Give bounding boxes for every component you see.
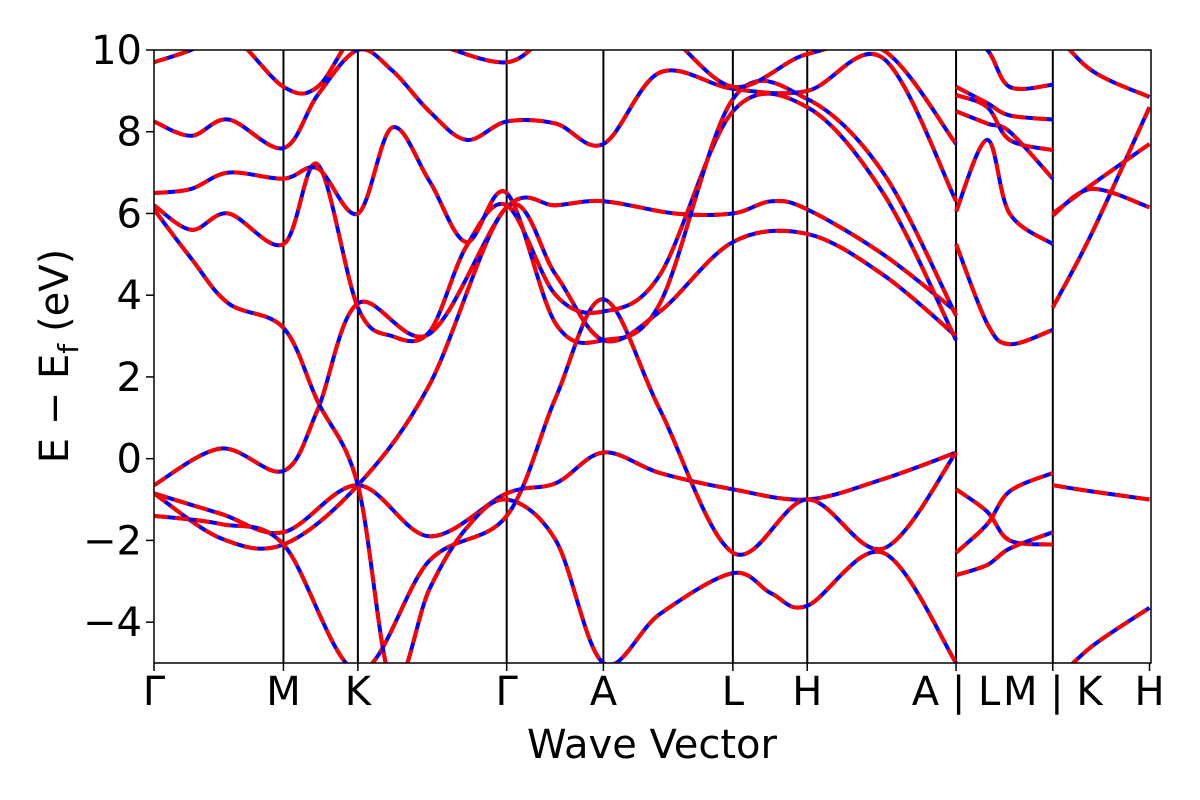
band-line-red (1070, 606, 1151, 663)
y-tick-label: 4 (117, 273, 142, 319)
plot-frame (153, 49, 1152, 664)
band-line-red (154, 208, 958, 663)
x-tick-label: H (792, 669, 822, 715)
y-tick-label: 8 (117, 110, 142, 156)
band-lines (154, 50, 1151, 663)
band-line-red (154, 91, 958, 344)
x-tick-label: Γ (143, 669, 166, 715)
y-tick-label: 0 (117, 437, 142, 483)
band-line-blue (954, 137, 1054, 246)
y-axis-title-subscript: f (52, 343, 85, 354)
x-tick-label: A (590, 669, 618, 715)
band-line-red (1052, 483, 1150, 502)
x-tick-label: K (345, 669, 373, 715)
band-line-red (154, 202, 958, 551)
band-line-red (154, 78, 958, 345)
y-tick-label: −2 (83, 518, 142, 564)
x-tick-label: A | L (912, 669, 1001, 715)
x-tick-label: L (722, 669, 745, 715)
band-line-red (1051, 142, 1151, 216)
band-line-red (955, 530, 1054, 578)
y-tick-label: 2 (117, 355, 142, 401)
x-tick-label: H (1134, 669, 1164, 715)
y-tick-label: 10 (91, 28, 142, 74)
plot-background (154, 50, 1151, 663)
band-line-red (154, 297, 958, 663)
band-line-blue (984, 50, 1054, 91)
x-tick-label: M (266, 669, 301, 715)
y-axis-ticks: −4 −2 0 2 4 6 8 10 (83, 28, 154, 646)
band-line-red (955, 93, 1054, 153)
band-line-red (1067, 50, 1151, 99)
y-tick-label: −4 (83, 600, 142, 646)
y-axis-title-main: E − E (32, 354, 78, 464)
band-line-red (154, 50, 958, 203)
band-line-red (955, 85, 1053, 122)
x-axis-title: Wave Vector (527, 722, 778, 768)
y-axis-title: E − Ef (eV) (32, 249, 85, 464)
band-line-blue (954, 487, 1053, 547)
y-tick-label: 6 (117, 191, 142, 237)
band-line-red (954, 471, 1054, 555)
x-tick-label: Γ (496, 669, 519, 715)
band-line-red (154, 50, 958, 146)
band-line-red (1051, 106, 1151, 309)
band-line-red (954, 243, 1054, 347)
band-line-red (154, 195, 958, 487)
y-axis-title-unit: (eV) (32, 249, 78, 332)
high-symmetry-lines (282, 50, 1054, 663)
x-tick-label: M | K (1003, 669, 1104, 715)
